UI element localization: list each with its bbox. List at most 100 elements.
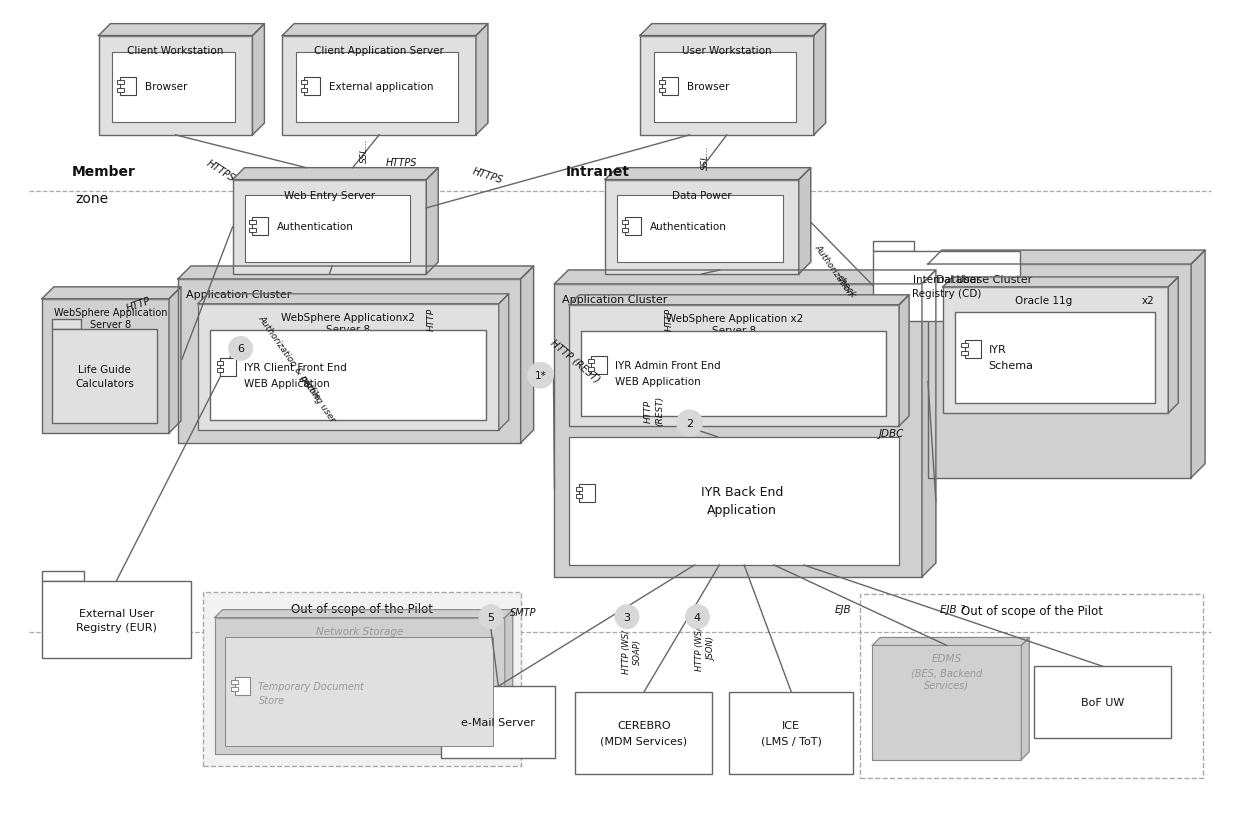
Bar bbox=[942, 287, 1168, 413]
Bar bbox=[662, 78, 677, 96]
Text: Application Cluster: Application Cluster bbox=[563, 295, 668, 305]
Bar bbox=[955, 312, 1156, 403]
Bar bbox=[210, 330, 486, 421]
Polygon shape bbox=[215, 610, 512, 618]
Text: 3: 3 bbox=[624, 612, 630, 622]
Polygon shape bbox=[253, 25, 264, 136]
Bar bbox=[569, 306, 899, 426]
Bar bbox=[577, 495, 583, 498]
Polygon shape bbox=[928, 251, 1205, 265]
Text: Client Application Server: Client Application Server bbox=[314, 46, 444, 56]
Text: HTTP (WS/: HTTP (WS/ bbox=[694, 627, 704, 671]
Polygon shape bbox=[521, 267, 533, 443]
Text: Data Power: Data Power bbox=[672, 190, 732, 200]
Bar bbox=[441, 686, 556, 758]
Text: Services): Services) bbox=[924, 680, 970, 690]
Text: Life Guide: Life Guide bbox=[78, 364, 131, 374]
Text: IYR Back End: IYR Back End bbox=[701, 486, 784, 498]
Text: IYR Client Front End: IYR Client Front End bbox=[243, 363, 346, 373]
Text: Internal User: Internal User bbox=[913, 275, 981, 285]
Polygon shape bbox=[605, 168, 811, 181]
Bar bbox=[569, 437, 899, 566]
Text: 4: 4 bbox=[694, 612, 701, 622]
Text: Network Storage: Network Storage bbox=[316, 626, 403, 636]
Bar bbox=[234, 677, 250, 695]
Text: EJB ?: EJB ? bbox=[940, 604, 966, 614]
Polygon shape bbox=[498, 295, 508, 431]
Bar bbox=[621, 229, 629, 233]
Text: Authentication: Authentication bbox=[650, 222, 727, 232]
Bar bbox=[577, 488, 583, 491]
Bar bbox=[217, 368, 223, 373]
Bar bbox=[653, 53, 796, 123]
Text: HTTP: HTTP bbox=[665, 308, 675, 331]
Text: HTTP: HTTP bbox=[427, 308, 435, 331]
Text: Schema: Schema bbox=[988, 361, 1033, 371]
Circle shape bbox=[228, 337, 253, 361]
Text: WEB Application: WEB Application bbox=[615, 377, 701, 387]
Text: Calculators: Calculators bbox=[76, 378, 134, 388]
Text: profile: profile bbox=[298, 373, 322, 401]
Text: Temporary Document: Temporary Document bbox=[258, 681, 365, 691]
Text: Member: Member bbox=[72, 165, 135, 178]
Polygon shape bbox=[198, 295, 508, 305]
Bar bbox=[52, 320, 82, 330]
Polygon shape bbox=[1022, 638, 1029, 760]
Polygon shape bbox=[233, 168, 438, 181]
Text: External User: External User bbox=[79, 608, 154, 618]
Bar bbox=[729, 692, 853, 773]
Bar bbox=[961, 344, 968, 348]
Text: Registry (CD): Registry (CD) bbox=[913, 288, 982, 298]
Bar bbox=[588, 368, 594, 371]
Text: Application Cluster: Application Cluster bbox=[186, 290, 291, 300]
Bar bbox=[873, 242, 914, 252]
Text: SSL...: SSL... bbox=[361, 138, 370, 163]
Bar bbox=[441, 676, 474, 686]
Text: 6: 6 bbox=[237, 344, 244, 354]
Bar bbox=[113, 53, 234, 123]
Polygon shape bbox=[899, 296, 909, 426]
Polygon shape bbox=[813, 25, 826, 136]
Bar bbox=[301, 89, 308, 93]
Text: WebSphere Application: WebSphere Application bbox=[53, 307, 167, 317]
Text: CEREBRO: CEREBRO bbox=[618, 720, 671, 730]
Bar bbox=[575, 692, 712, 773]
Bar bbox=[249, 221, 255, 225]
Bar bbox=[98, 36, 253, 136]
Bar bbox=[203, 592, 521, 766]
Bar bbox=[198, 305, 498, 431]
Polygon shape bbox=[872, 638, 1029, 646]
Text: Authorization: Authorization bbox=[812, 243, 854, 297]
Text: Browser: Browser bbox=[687, 82, 729, 92]
Text: (BES, Backend: (BES, Backend bbox=[911, 667, 982, 677]
Text: User Workstation: User Workstation bbox=[682, 46, 771, 56]
Polygon shape bbox=[923, 271, 936, 577]
Bar bbox=[873, 252, 1021, 321]
Bar bbox=[253, 218, 268, 236]
Polygon shape bbox=[554, 271, 936, 285]
Text: JDBC: JDBC bbox=[878, 428, 904, 438]
Bar bbox=[296, 53, 458, 123]
Bar bbox=[120, 78, 136, 96]
Text: Client Workstation: Client Workstation bbox=[128, 46, 223, 56]
Bar bbox=[618, 196, 782, 262]
Bar bbox=[219, 359, 236, 376]
Text: Database Cluster: Database Cluster bbox=[936, 275, 1032, 285]
Text: 5: 5 bbox=[487, 612, 495, 622]
Polygon shape bbox=[640, 25, 826, 36]
Bar bbox=[961, 351, 968, 355]
Text: SSL...: SSL... bbox=[701, 145, 711, 170]
Circle shape bbox=[677, 411, 702, 436]
Bar bbox=[42, 581, 191, 658]
Polygon shape bbox=[1168, 277, 1178, 413]
Bar bbox=[1034, 667, 1172, 738]
Bar bbox=[579, 484, 595, 503]
Text: EJB: EJB bbox=[836, 604, 852, 614]
Bar bbox=[301, 81, 308, 85]
Bar bbox=[283, 36, 476, 136]
Polygon shape bbox=[942, 277, 1178, 287]
Bar bbox=[179, 280, 521, 443]
Text: Server 8: Server 8 bbox=[326, 325, 371, 335]
Text: Oracle 11g: Oracle 11g bbox=[1016, 296, 1073, 306]
Text: e-Mail Server: e-Mail Server bbox=[461, 717, 536, 727]
